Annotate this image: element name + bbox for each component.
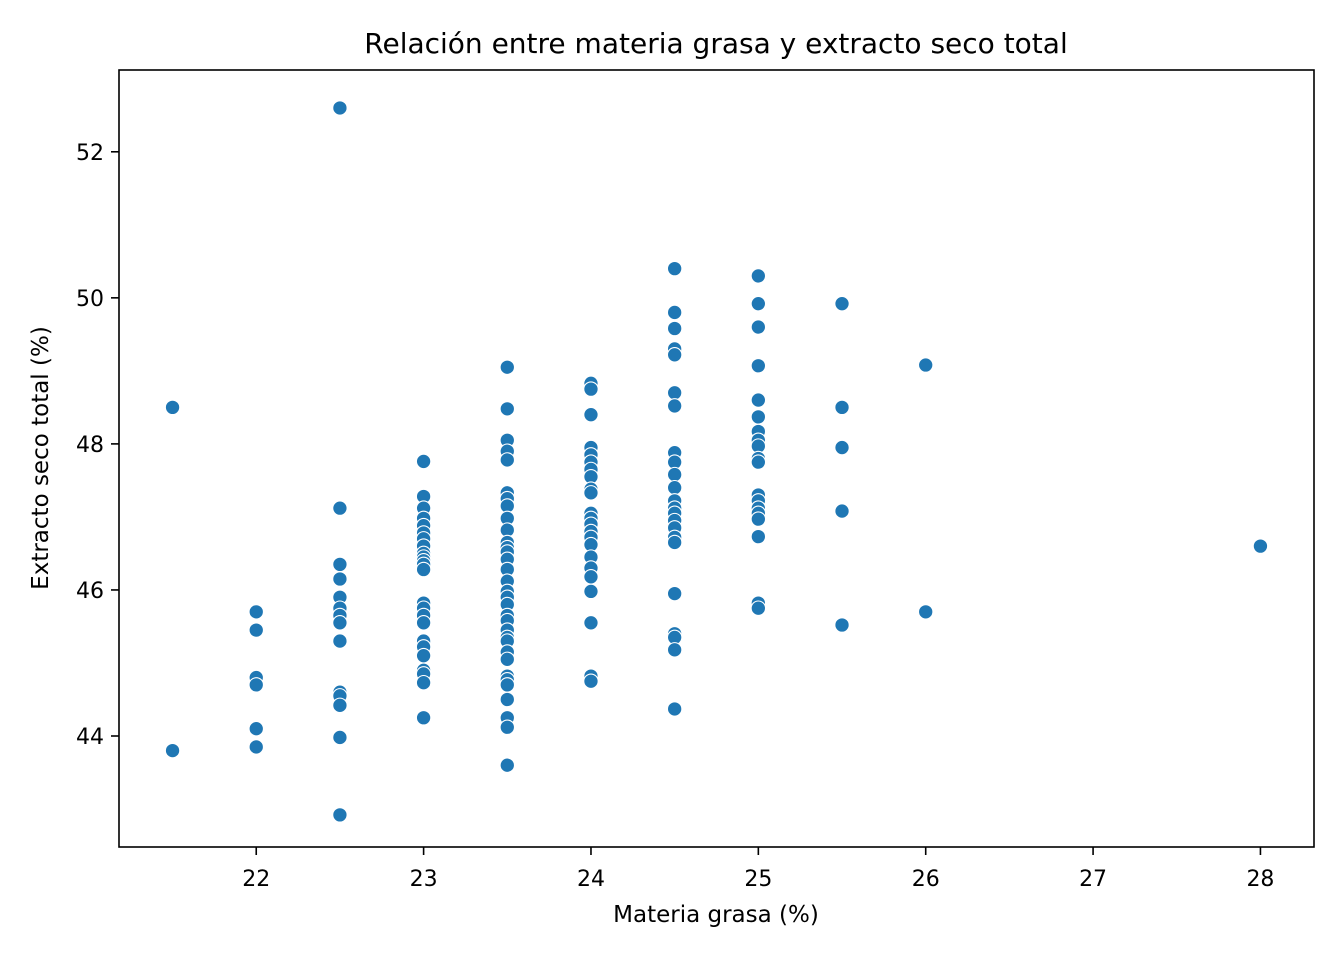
data-point [666, 398, 683, 414]
x-tick-label: 26 [912, 867, 940, 892]
data-point [415, 647, 432, 664]
y-tick-label: 50 [76, 287, 104, 312]
plot-frame [118, 69, 1315, 848]
data-point [248, 622, 264, 638]
data-point [750, 409, 767, 425]
data-point [666, 304, 683, 321]
data-point [750, 454, 767, 470]
data-point [332, 615, 348, 631]
data-point [248, 677, 264, 693]
data-point [666, 479, 683, 496]
y-tick-label: 48 [76, 433, 104, 458]
data-point [1252, 538, 1269, 554]
y-tick-label: 46 [76, 579, 104, 604]
data-point [332, 500, 348, 516]
x-tick-label: 22 [242, 867, 270, 892]
data-point [666, 585, 683, 602]
data-point [666, 320, 683, 337]
y-tick-label: 44 [76, 725, 104, 750]
data-point [750, 268, 767, 284]
data-point [583, 381, 599, 397]
x-tick-label: 23 [410, 867, 438, 892]
data-point [332, 807, 348, 823]
data-point [499, 651, 516, 668]
data-point [332, 729, 348, 746]
data-point [583, 485, 599, 501]
data-point [834, 503, 850, 519]
data-point [499, 677, 516, 693]
data-point [750, 358, 767, 374]
data-point [499, 719, 516, 735]
data-point [332, 571, 348, 587]
data-point [917, 604, 934, 620]
chart-title: Relación entre materia grasa y extracto … [364, 27, 1067, 60]
data-point [666, 701, 683, 717]
data-point [415, 453, 432, 470]
data-point [750, 600, 767, 616]
data-point [332, 633, 348, 649]
data-point [834, 295, 850, 312]
data-point [499, 691, 516, 708]
data-point [666, 347, 683, 363]
data-point [666, 260, 683, 277]
x-tick-label: 27 [1079, 867, 1107, 892]
data-point [666, 385, 683, 401]
x-tick-label: 28 [1246, 867, 1274, 892]
data-point [499, 452, 516, 468]
x-tick-label: 25 [744, 867, 772, 892]
data-point [248, 739, 264, 755]
data-point [583, 569, 599, 585]
data-point [415, 615, 432, 631]
data-point [415, 709, 432, 726]
data-point [332, 697, 348, 714]
y-axis: 44 46 48 50 52 [76, 141, 119, 750]
data-point [583, 615, 599, 631]
data-point [583, 406, 599, 423]
data-point [834, 617, 850, 633]
data-point [415, 561, 432, 578]
data-point [750, 392, 767, 408]
data-point [583, 583, 599, 600]
x-axis-label: Materia grasa (%) [613, 902, 819, 928]
y-tick-label: 52 [76, 141, 104, 166]
data-point [499, 401, 516, 417]
data-point [164, 742, 181, 759]
data-point [750, 319, 767, 335]
data-point [332, 556, 348, 573]
data-point [583, 673, 599, 689]
data-point [248, 604, 264, 620]
data-point [917, 357, 934, 373]
data-point [248, 720, 264, 737]
y-axis-label: Extracto seco total (%) [28, 326, 54, 590]
x-tick-label: 24 [577, 867, 605, 892]
data-point [750, 528, 767, 545]
points-layer [164, 100, 1269, 823]
data-point [164, 399, 181, 416]
data-point [834, 399, 850, 416]
x-axis: 22 23 24 25 26 27 28 [242, 847, 1274, 892]
data-point [834, 439, 850, 456]
data-point [750, 511, 767, 527]
data-point [750, 295, 767, 312]
data-point [415, 674, 432, 691]
data-point [499, 359, 516, 375]
data-point [666, 642, 683, 658]
data-point [332, 100, 348, 116]
data-point [499, 757, 516, 773]
data-point [666, 466, 683, 483]
data-point [666, 534, 683, 551]
